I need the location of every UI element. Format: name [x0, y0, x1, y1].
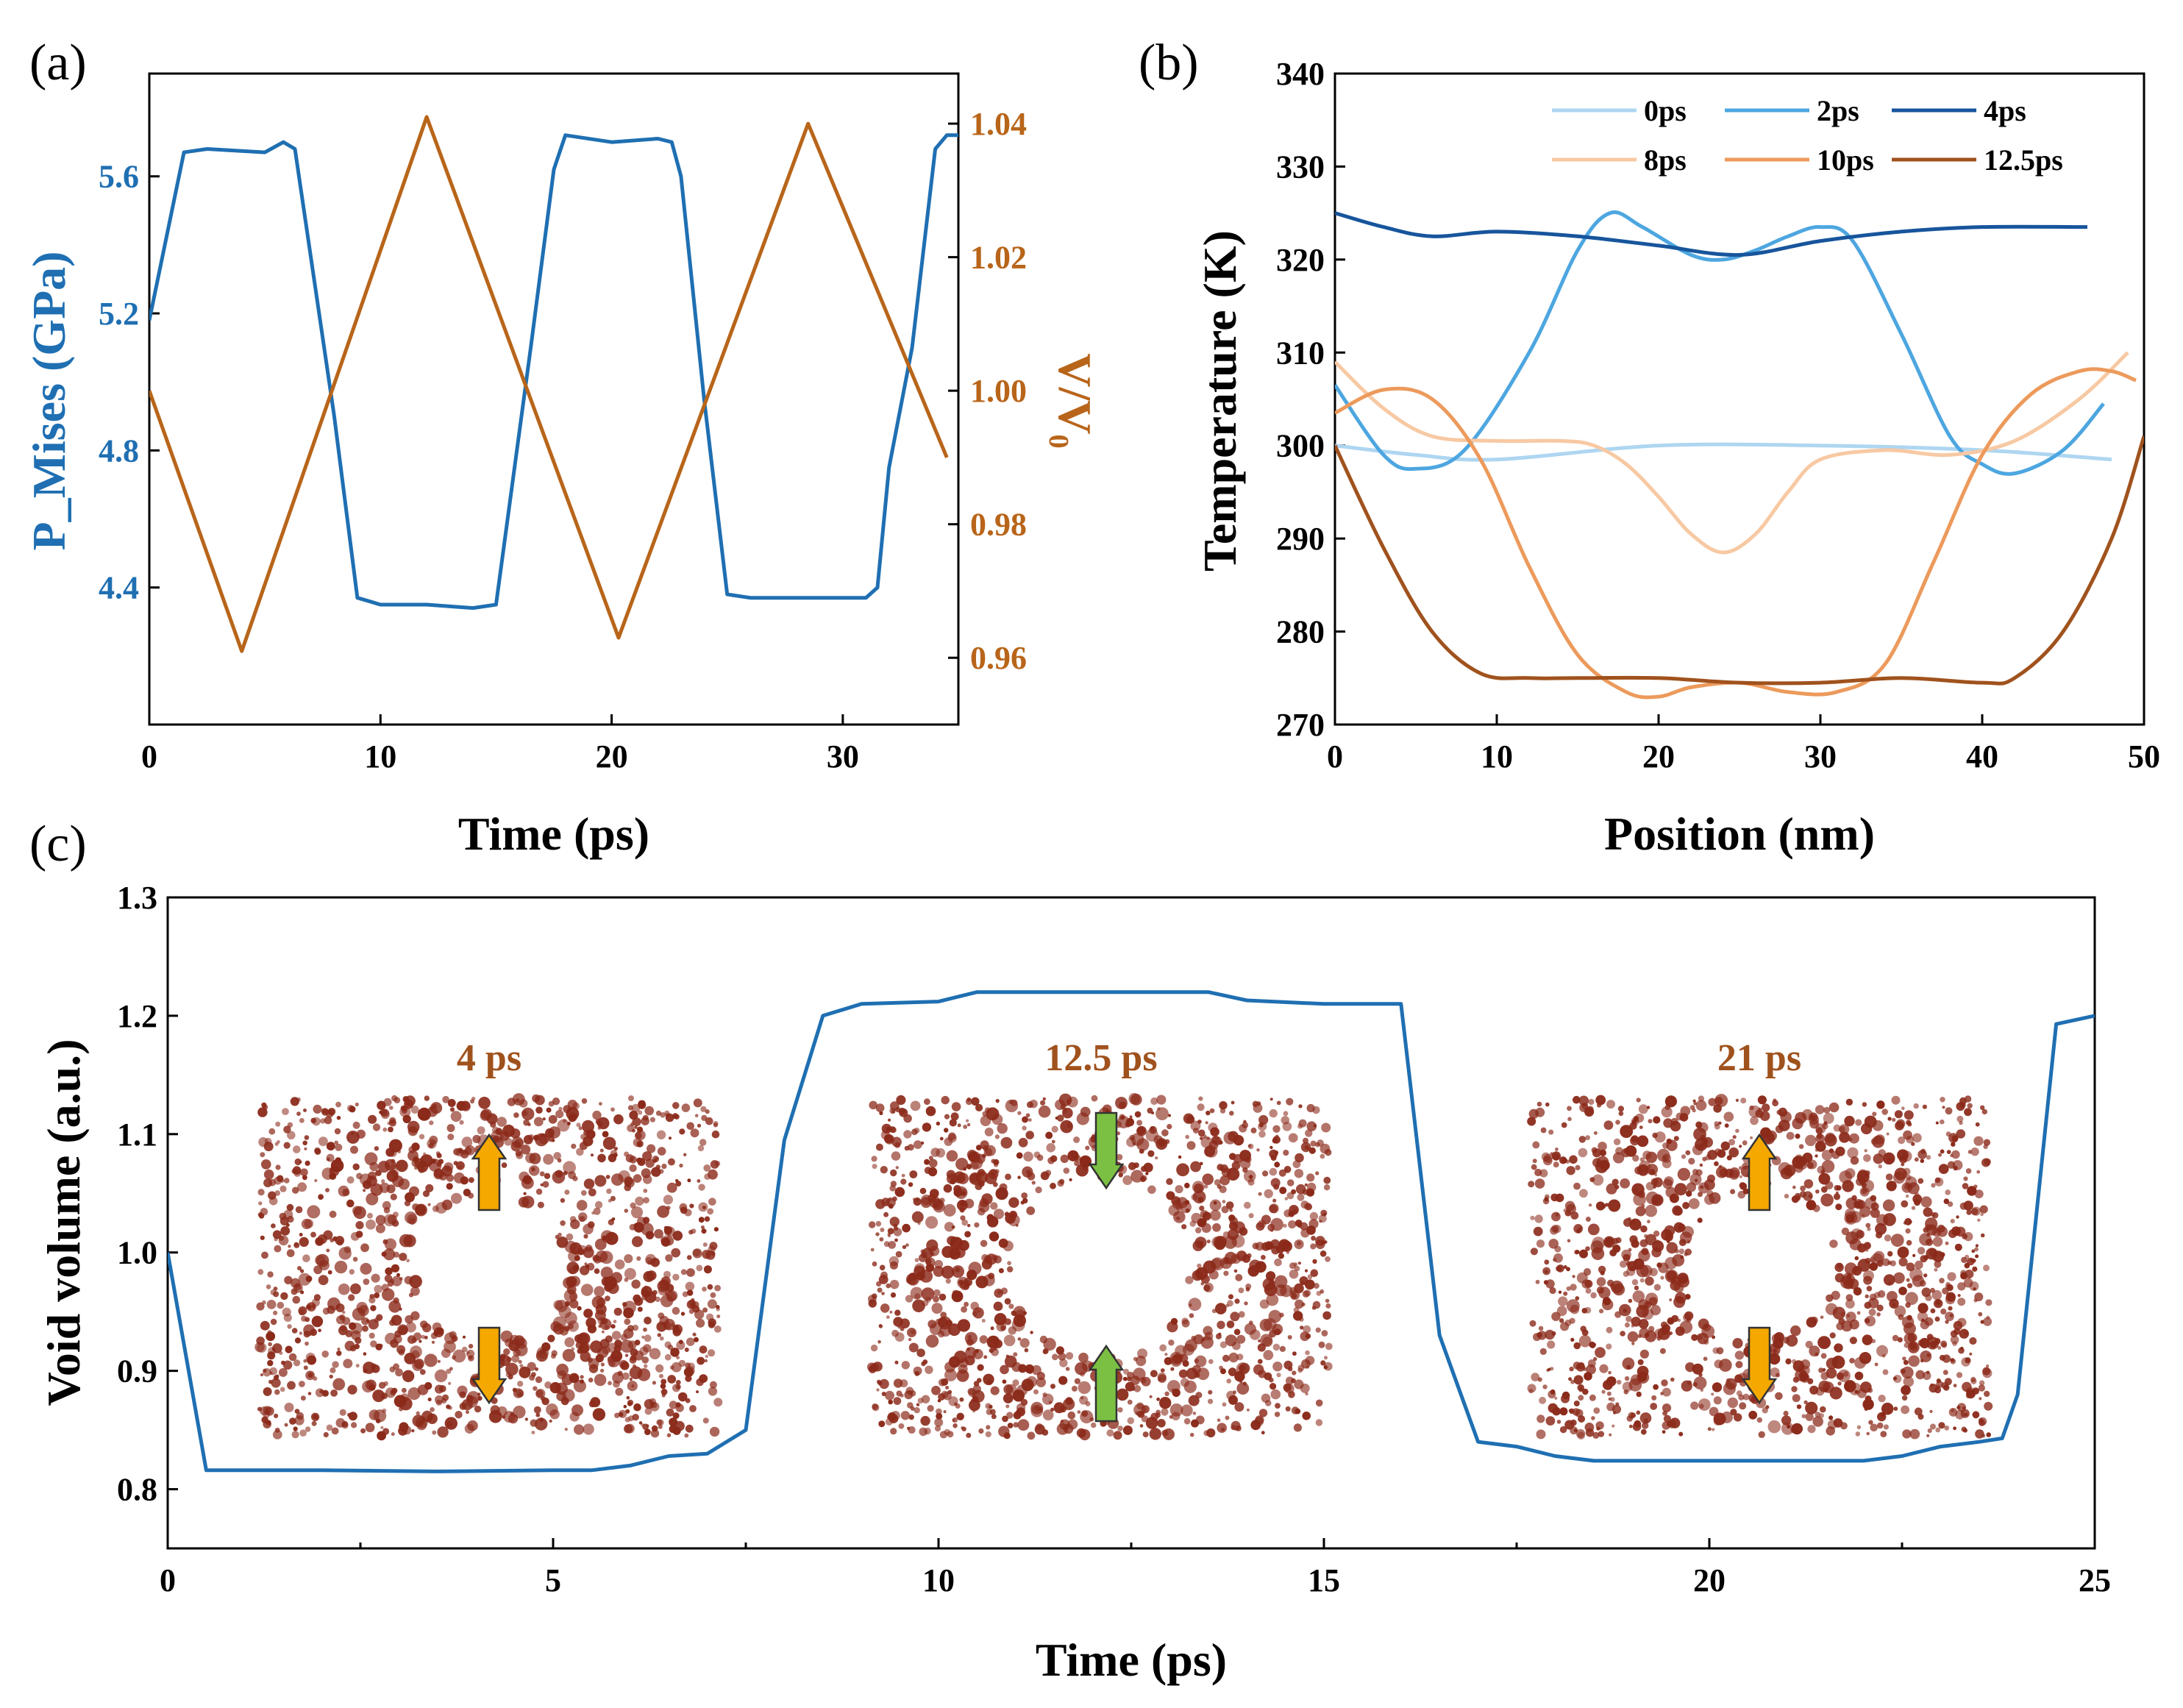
legend-label-4ps: 4ps: [1984, 94, 2026, 127]
panel-a-left-y-tick-label: 5.2: [99, 296, 139, 332]
legend-label-0ps: 0ps: [1644, 94, 1687, 127]
panel-b-y-tick-label: 320: [1276, 242, 1325, 278]
panel-b-x-tick-label: 0: [1327, 739, 1343, 775]
panel-a-left-y-tick-label: 4.4: [99, 570, 139, 606]
panel-b-series-2ps: [1335, 210, 2105, 476]
panel-a-left-y-axis-label: P_Mises (GPa): [23, 252, 75, 551]
panel-c-x-tick-label: 25: [2079, 1562, 2111, 1598]
panel-b-series-8ps: [1335, 351, 2129, 555]
panel-a-right-y-tick-label: 0.96: [970, 640, 1027, 676]
inset-time-label: 21 ps: [1717, 1037, 1801, 1079]
panel-b-x-tick-label: 10: [1481, 739, 1513, 775]
panel-a-x-axis-label: Time (ps): [458, 808, 649, 860]
panel-c-label: (c): [29, 816, 87, 872]
panel-a-left-y-tick-label: 5.6: [99, 159, 139, 195]
panel-a-x-tick-label: 10: [364, 739, 396, 775]
panel-a-right-y-axis-label: V/V₀: [1049, 353, 1101, 448]
panel-a-label: (a): [29, 35, 87, 91]
panel-c-x-tick-label: 5: [545, 1562, 561, 1598]
arrow-up-icon: [1741, 1133, 1778, 1211]
panel-a-series-v-v0: [149, 115, 949, 653]
inset-time-label: 4 ps: [457, 1037, 521, 1079]
panel-b-y-tick-label: 300: [1276, 428, 1325, 464]
inset-time-label: 12.5 ps: [1044, 1037, 1157, 1079]
panel-b-x-tick-label: 20: [1642, 739, 1675, 775]
inset-atoms: [254, 1093, 723, 1441]
panel-b-y-tick-label: 280: [1276, 614, 1325, 650]
panel-b-x-tick-label: 40: [1966, 739, 1998, 775]
panel-b-series-12-5ps: [1335, 435, 2144, 686]
panel-b-frame: [1333, 72, 2145, 726]
panel-b-x-tick-label: 30: [1804, 739, 1837, 775]
legend-label-10ps: 10ps: [1817, 143, 1874, 177]
panel-a-right-y-tick-label: 1.00: [970, 373, 1027, 409]
panel-a-left-y-tick-label: 4.8: [99, 433, 139, 469]
panel-b-y-tick-label: 270: [1276, 707, 1325, 743]
panel-a-series-p-mises: [149, 133, 958, 611]
panel-b-chart: (b) 0 10 20 30 40 50 270 280 290 300 310 320 330 340…: [1139, 35, 2160, 860]
arrow-up-icon: [471, 1133, 508, 1211]
panel-c-y-tick-label: 1.0: [117, 1235, 157, 1271]
panel-b-y-tick-label: 340: [1276, 56, 1325, 92]
panel-b-series-4ps: [1335, 211, 2088, 257]
panel-b-series-10ps: [1335, 367, 2137, 700]
panel-b-x-axis-label: Position (nm): [1604, 808, 1875, 860]
arrow-down-icon: [471, 1326, 508, 1405]
panel-b-y-tick-label: 310: [1276, 335, 1325, 371]
panel-a-x-tick-label: 20: [596, 739, 628, 775]
panel-c-x-tick-label: 10: [922, 1562, 955, 1598]
arrow-down-icon: [1741, 1326, 1778, 1405]
arrow-up-icon: [1088, 1344, 1125, 1423]
inset-snapshot-12-5-ps: 12.5 ps: [867, 1037, 1333, 1441]
inset-atoms: [1527, 1094, 1993, 1440]
legend-label-8ps: 8ps: [1644, 143, 1687, 177]
panel-c-y-axis-label: Void volume (a.u.): [38, 1039, 90, 1406]
panel-c-y-tick-label: 1.1: [117, 1117, 157, 1153]
arrow-down-icon: [1088, 1111, 1125, 1190]
panel-a-chart: (a) 0 10 20 30 4.4 4.8 5.2 5.6 0.96 0.98 1.00 1.0…: [23, 35, 1101, 860]
panel-c-x-tick-label: 0: [160, 1562, 176, 1598]
panel-c-x-tick-label: 20: [1693, 1562, 1726, 1598]
panel-c-y-tick-label: 1.3: [117, 880, 157, 916]
inset-snapshot-4-ps: 4 ps: [254, 1037, 723, 1441]
panel-b-x-tick-label: 50: [2128, 739, 2160, 775]
panel-a-right-y-tick-label: 1.04: [970, 106, 1027, 142]
legend-label-2ps: 2ps: [1817, 94, 1859, 127]
inset-snapshot-21-ps: 21 ps: [1527, 1037, 1993, 1440]
panel-b-y-tick-label: 330: [1276, 149, 1325, 185]
panel-c-y-tick-label: 0.8: [117, 1472, 157, 1508]
panel-c-series-void-volume: [168, 990, 2095, 1473]
panel-a-x-tick-label: 0: [141, 739, 157, 775]
panel-b-y-tick-label: 290: [1276, 521, 1325, 557]
panel-b-label: (b): [1139, 35, 1199, 91]
panel-c-chart: (c) 0 5 10 15 20 25 0.8 0.9 1.0 1.1 1.2 1.3 4 ps 12…: [29, 816, 2111, 1686]
panel-a-x-tick-label: 30: [827, 739, 859, 775]
panel-a-frame: [148, 72, 960, 726]
panel-b-y-axis-label: Temperature (K): [1194, 230, 1246, 572]
panel-a-right-y-tick-label: 1.02: [970, 240, 1027, 276]
panel-c-frame: [166, 896, 2096, 1550]
panel-a-right-y-tick-label: 0.98: [970, 507, 1027, 543]
panel-c-x-tick-label: 15: [1308, 1562, 1340, 1598]
panel-c-y-tick-label: 0.9: [117, 1353, 157, 1389]
panel-b-legend: 0ps 2ps 4ps 8ps 10ps 12.5ps: [1552, 94, 2063, 177]
panel-c-x-axis-label: Time (ps): [1036, 1634, 1227, 1686]
legend-label-12-5ps: 12.5ps: [1984, 143, 2063, 177]
panel-c-y-tick-label: 1.2: [117, 998, 157, 1034]
